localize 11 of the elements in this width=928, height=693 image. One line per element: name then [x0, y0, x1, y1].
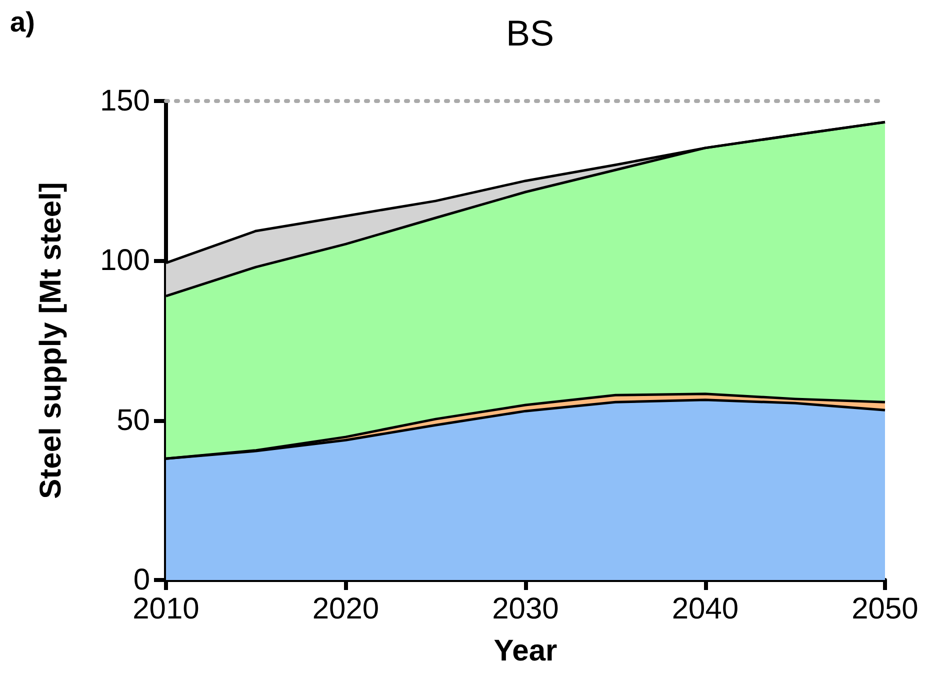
chart-title: BS [506, 12, 554, 54]
x-tick-label: 2040 [672, 592, 739, 626]
x-axis-title: Year [494, 634, 558, 668]
x-tick-label: 2030 [492, 592, 559, 626]
y-axis-title: Steel supply [Mt steel] [34, 182, 68, 499]
y-tick-label: 50 [116, 404, 150, 437]
x-tick-label: 2050 [852, 592, 918, 626]
y-tick-label: 100 [100, 244, 150, 278]
y-tick-label: 150 [100, 84, 150, 118]
x-tick-label: 2020 [312, 592, 380, 626]
text: a) [10, 6, 35, 38]
